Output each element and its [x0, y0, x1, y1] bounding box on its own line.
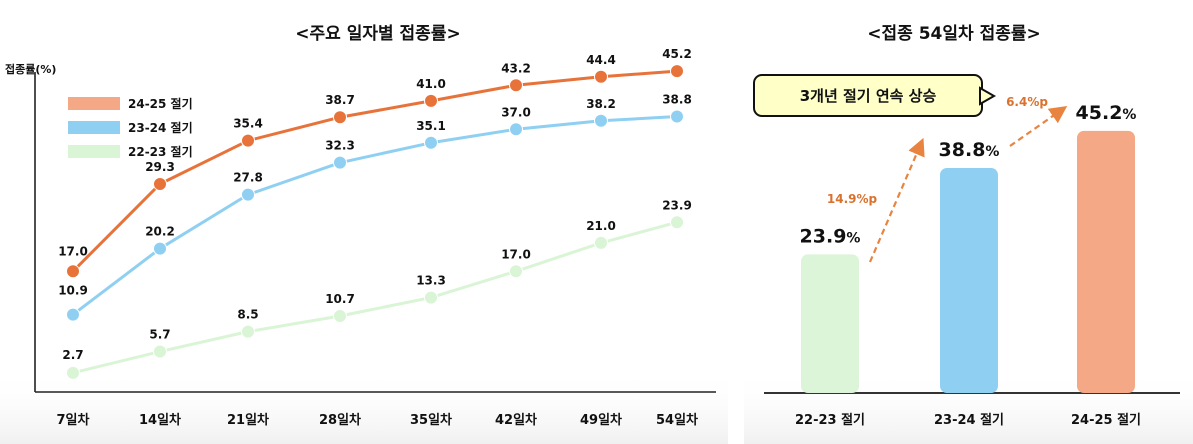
x-tick-label: 35일차: [410, 412, 452, 428]
legend-swatch-22-23: [68, 145, 120, 158]
data-point-24-25: [241, 133, 255, 148]
bar-22-23: [801, 254, 859, 393]
legend-label-22-23: 22-23 절기: [128, 144, 193, 159]
data-label-22-23: 23.9: [662, 198, 692, 212]
x-tick-label: 21일차: [227, 412, 269, 428]
callout-tail: [979, 86, 997, 106]
bar-category-label: 22-23 절기: [795, 413, 865, 428]
bar-23-24: [940, 167, 998, 393]
bar-chart-title: <접종 54일차 접종률>: [867, 24, 1040, 44]
diff-label-2: 6.4%p: [1006, 95, 1048, 109]
legend-swatch-23-24: [68, 121, 120, 134]
data-label-23-24: 38.2: [586, 97, 616, 111]
bar-value-label-23-24: 38.8%: [939, 139, 1000, 161]
x-tick-label: 14일차: [139, 412, 181, 428]
data-point-24-25: [153, 176, 167, 191]
data-point-24-25: [66, 264, 80, 279]
bar-category-label: 23-24 절기: [934, 413, 1004, 428]
x-tick-label: 28일차: [319, 412, 361, 428]
data-point-22-23: [333, 309, 347, 324]
data-point-22-23: [594, 235, 608, 250]
data-label-22-23: 2.7: [62, 348, 83, 362]
bottom-shade: [0, 370, 728, 444]
data-point-22-23: [153, 344, 167, 359]
data-point-24-25: [424, 93, 438, 108]
bar-category-label: 24-25 절기: [1071, 413, 1141, 428]
data-label-24-25: 41.0: [416, 77, 446, 91]
data-label-24-25: 45.2: [662, 47, 692, 61]
data-point-23-24: [594, 113, 608, 128]
data-label-22-23: 5.7: [149, 328, 170, 342]
increase-arrow-2: [1009, 105, 1068, 147]
data-label-22-23: 8.5: [237, 308, 258, 322]
increase-arrow-1: [868, 137, 925, 263]
data-label-24-25: 44.4: [586, 53, 616, 67]
data-label-24-25: 29.3: [145, 160, 175, 174]
data-label-24-25: 17.0: [58, 244, 88, 258]
data-label-23-24: 38.8: [662, 93, 692, 107]
line-chart-panel: <주요 일자별 접종률> 접종률(%) 24-25 절기 23-24 절기 22…: [0, 24, 728, 444]
bar-chart: <접종 54일차 접종률> 23.9% 22-23 절기 38.8% 23-24 절기…: [744, 24, 1193, 444]
data-label-22-23: 10.7: [325, 292, 355, 306]
data-point-22-23: [509, 264, 523, 279]
x-tick-label: 42일차: [495, 412, 537, 428]
data-point-23-24: [241, 187, 255, 202]
data-point-23-24: [333, 155, 347, 170]
data-point-24-25: [509, 78, 523, 93]
bar-chart-panel: <접종 54일차 접종률> 23.9% 22-23 절기 38.8% 23-24 절기…: [744, 0, 1193, 444]
callout-text: 3개년 절기 연속 상승: [800, 87, 937, 105]
data-point-24-25: [333, 110, 347, 125]
data-point-23-24: [153, 241, 167, 256]
diff-label-1: 14.9%p: [827, 192, 878, 206]
line-chart: <주요 일자별 접종률> 접종률(%) 24-25 절기 23-24 절기 22…: [0, 24, 728, 444]
legend-swatch-24-25: [68, 97, 120, 110]
data-point-22-23: [424, 290, 438, 305]
legend-label-23-24: 23-24 절기: [128, 120, 193, 135]
data-label-22-23: 17.0: [501, 247, 531, 261]
data-point-23-24: [66, 307, 80, 322]
data-label-22-23: 13.3: [416, 274, 446, 288]
data-point-23-24: [424, 135, 438, 150]
data-label-23-24: 35.1: [416, 119, 446, 133]
data-label-23-24: 37.0: [501, 105, 531, 119]
series-line-22-23: [72, 220, 678, 375]
y-axis-label: 접종률(%): [5, 63, 56, 76]
series-line-24-25: [71, 69, 678, 273]
data-point-24-25: [670, 64, 684, 79]
data-point-24-25: [594, 69, 608, 84]
data-label-22-23: 21.0: [586, 219, 616, 233]
bar-value-label-24-25: 45.2%: [1076, 102, 1137, 124]
data-label-24-25: 38.7: [325, 93, 355, 107]
data-label-23-24: 32.3: [325, 139, 355, 153]
legend: 24-25 절기 23-24 절기 22-23 절기: [68, 96, 193, 159]
data-point-23-24: [670, 109, 684, 124]
data-point-22-23: [241, 324, 255, 339]
line-chart-title: <주요 일자별 접종률>: [295, 24, 460, 44]
data-point-23-24: [509, 122, 523, 137]
legend-label-24-25: 24-25 절기: [128, 96, 193, 111]
x-tick-label: 49일차: [580, 412, 622, 428]
data-label-24-25: 43.2: [501, 61, 531, 75]
data-label-23-24: 10.9: [58, 284, 88, 298]
callout-box: 3개년 절기 연속 상승: [753, 74, 997, 117]
data-label-23-24: 27.8: [233, 171, 263, 185]
series-line-23-24: [72, 115, 678, 316]
data-point-22-23: [66, 365, 80, 380]
bar-value-label-22-23: 23.9%: [800, 225, 861, 247]
x-tick-label: 54일차: [656, 412, 698, 428]
data-label-24-25: 35.4: [233, 117, 263, 131]
x-tick-label: 7일차: [57, 412, 90, 428]
data-label-23-24: 20.2: [145, 225, 175, 239]
bar-24-25: [1077, 130, 1135, 393]
data-point-22-23: [670, 215, 684, 230]
